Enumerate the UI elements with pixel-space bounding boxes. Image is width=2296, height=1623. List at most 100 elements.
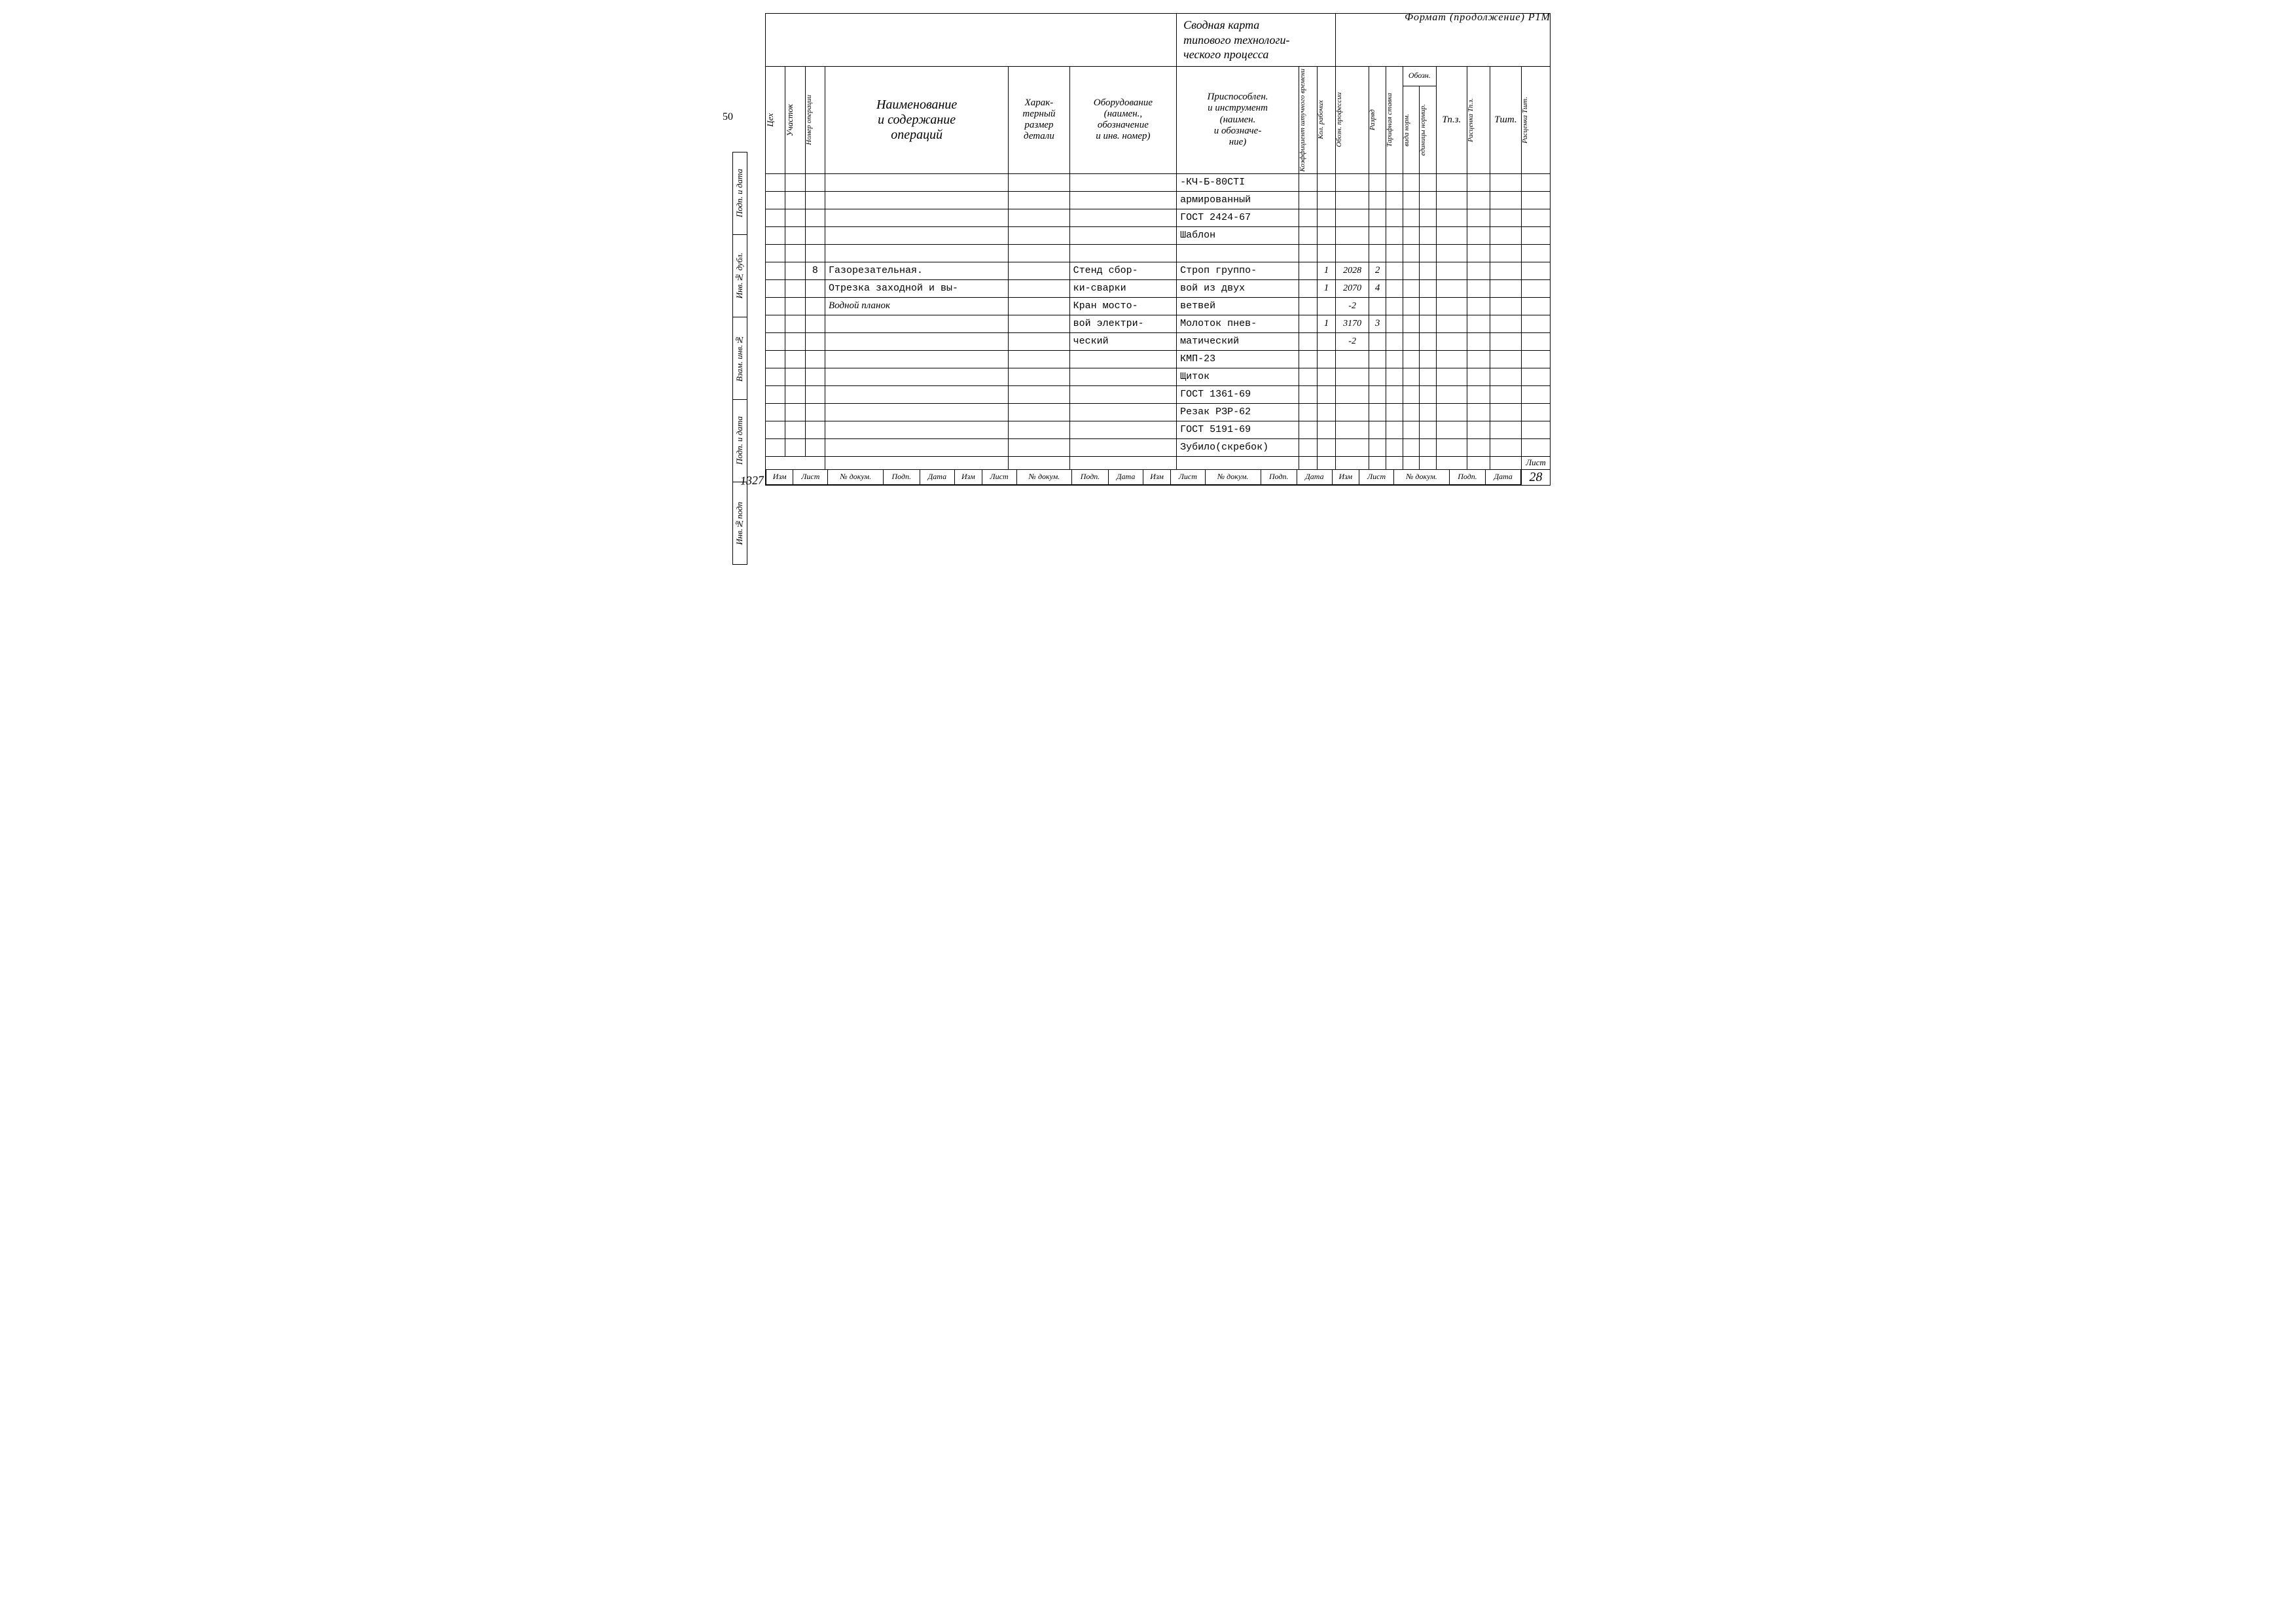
side-label: Подп. и дата bbox=[733, 412, 746, 469]
cell bbox=[1386, 385, 1403, 403]
cell: 2028 bbox=[1335, 262, 1369, 279]
col-nomer-op: Номер операции bbox=[806, 92, 813, 148]
format-note: Формат (продолжение) Р1М bbox=[1405, 12, 1551, 24]
cell bbox=[1522, 191, 1551, 209]
cell: Водной планок bbox=[825, 297, 1009, 315]
cell: Резак РЗР-62 bbox=[1177, 403, 1299, 421]
cell bbox=[1420, 173, 1437, 191]
table-row: ГОСТ 1361-69 bbox=[766, 385, 1551, 403]
card-title: Сводная карта типового техноло­ги- ческо… bbox=[1177, 14, 1336, 67]
col-prof: Обозн. профессии bbox=[1336, 90, 1343, 149]
cell bbox=[1522, 173, 1551, 191]
cell bbox=[805, 297, 825, 315]
cell bbox=[1420, 279, 1437, 297]
cell: армированный bbox=[1177, 191, 1299, 209]
cell bbox=[1369, 385, 1386, 403]
cell bbox=[1317, 297, 1335, 315]
cell bbox=[1369, 209, 1386, 226]
cell bbox=[1335, 385, 1369, 403]
cell bbox=[1369, 297, 1386, 315]
cell bbox=[1403, 332, 1420, 350]
footer-label: Подп. bbox=[884, 470, 920, 485]
cell: 3 bbox=[1369, 315, 1386, 332]
cell bbox=[1490, 403, 1521, 421]
cell bbox=[1490, 297, 1521, 315]
footer-label: Дата bbox=[920, 470, 955, 485]
cell bbox=[1522, 262, 1551, 279]
cell bbox=[1490, 421, 1521, 438]
cell bbox=[785, 279, 805, 297]
cell bbox=[1335, 226, 1369, 244]
table-row: Отрезка заходной и вы-ки-сваркивой из дв… bbox=[766, 279, 1551, 297]
cell bbox=[1317, 350, 1335, 368]
cell bbox=[1069, 191, 1176, 209]
cell bbox=[1369, 368, 1386, 385]
sheet-number: 28 bbox=[1522, 469, 1551, 485]
cell bbox=[1335, 438, 1369, 456]
cell bbox=[1317, 385, 1335, 403]
cell bbox=[805, 173, 825, 191]
cell bbox=[1069, 244, 1176, 262]
col-razr: Разряд bbox=[1369, 107, 1376, 132]
cell bbox=[1403, 226, 1420, 244]
cell: 1 bbox=[1317, 315, 1335, 332]
footer-subtable: ИзмЛист№ докум.Подп.ДатаИзмЛист№ докум.П… bbox=[766, 470, 1521, 485]
cell bbox=[825, 438, 1009, 456]
cell bbox=[1335, 421, 1369, 438]
table-row: ГОСТ 5191-69 bbox=[766, 421, 1551, 438]
cell bbox=[766, 438, 785, 456]
cell bbox=[1522, 438, 1551, 456]
col-uchastok: Участок bbox=[785, 101, 794, 139]
table-row: армированный bbox=[766, 191, 1551, 209]
cell bbox=[1009, 368, 1069, 385]
separator-row: Лист bbox=[766, 456, 1551, 469]
cell bbox=[1403, 315, 1420, 332]
cell bbox=[1437, 438, 1467, 456]
footer-label: Изм bbox=[1332, 470, 1359, 485]
footer-label: Лист bbox=[793, 470, 828, 485]
cell bbox=[1369, 350, 1386, 368]
title-blank bbox=[766, 14, 1177, 67]
cell bbox=[785, 438, 805, 456]
cell bbox=[1299, 385, 1317, 403]
cell bbox=[785, 403, 805, 421]
cell bbox=[1522, 368, 1551, 385]
cell bbox=[1522, 315, 1551, 332]
cell bbox=[1317, 226, 1335, 244]
cell: ки-сварки bbox=[1069, 279, 1176, 297]
cell: КМП-23 bbox=[1177, 350, 1299, 368]
cell: ГОСТ 1361-69 bbox=[1177, 385, 1299, 403]
cell: 3170 bbox=[1335, 315, 1369, 332]
cell bbox=[825, 315, 1009, 332]
cell bbox=[1467, 191, 1490, 209]
cell bbox=[766, 279, 785, 297]
cell bbox=[785, 191, 805, 209]
cell: Газорезательная. bbox=[825, 262, 1009, 279]
cell bbox=[1437, 315, 1467, 332]
cell: 2070 bbox=[1335, 279, 1369, 297]
col-vidanorm: вида норм. bbox=[1403, 112, 1410, 149]
cell: матический bbox=[1177, 332, 1299, 350]
cell bbox=[785, 368, 805, 385]
cell bbox=[1299, 244, 1317, 262]
cell bbox=[766, 350, 785, 368]
cell bbox=[1420, 262, 1437, 279]
cell bbox=[1420, 350, 1437, 368]
cell bbox=[1369, 421, 1386, 438]
cell bbox=[1386, 226, 1403, 244]
cell bbox=[805, 332, 825, 350]
cell bbox=[1009, 173, 1069, 191]
cell bbox=[1403, 438, 1420, 456]
cell bbox=[1009, 191, 1069, 209]
cell bbox=[1522, 385, 1551, 403]
cell bbox=[785, 315, 805, 332]
cell bbox=[785, 226, 805, 244]
cell bbox=[805, 368, 825, 385]
cell bbox=[1490, 209, 1521, 226]
cell bbox=[1386, 279, 1403, 297]
cell bbox=[805, 350, 825, 368]
table-body: -КЧ-Б-80СТIармированныйГОСТ 2424-67Шабло… bbox=[766, 173, 1551, 456]
cell bbox=[1403, 368, 1420, 385]
col-rasc-tpz: Расценка Тп.з. bbox=[1467, 96, 1475, 144]
cell bbox=[805, 279, 825, 297]
